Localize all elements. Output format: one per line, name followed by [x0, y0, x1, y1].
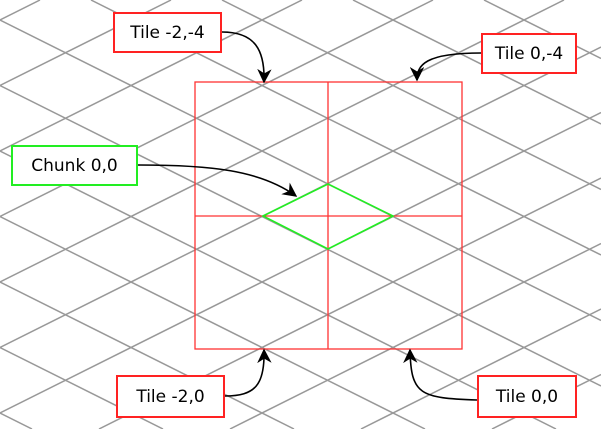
- grid-line: [229, 242, 601, 429]
- label-tile-m2-0: Tile -2,0: [116, 375, 225, 418]
- grid-line: [352, 0, 601, 125]
- arrow-chunk: [137, 164, 298, 197]
- grid-line: [483, 0, 601, 60]
- arrow-tile-m2-0: [224, 348, 272, 397]
- label-chunk-0-0: Chunk 0,0: [11, 145, 138, 186]
- grid-line: [0, 19, 601, 322]
- grid-line: [0, 412, 33, 429]
- grid-line: [0, 150, 557, 429]
- label-tile-0-m4: Tile 0,-4: [481, 33, 577, 74]
- label-tile-m2-m4: Tile -2,-4: [113, 12, 222, 53]
- arrow-tile-0-m4: [409, 52, 482, 82]
- label-tile-0-0: Tile 0,0: [477, 375, 577, 418]
- grid-line: [0, 0, 565, 283]
- grid-line: [0, 0, 303, 152]
- grid-line: [221, 0, 601, 191]
- tile-grid: [194, 81, 463, 350]
- grid-line: [0, 111, 601, 414]
- arrow-tile-m2-m4: [221, 31, 272, 84]
- grid-line: [0, 215, 426, 429]
- arrow-tile-0-0: [403, 348, 478, 401]
- chunk-diamond: [261, 183, 395, 250]
- grid-line: [0, 0, 41, 21]
- grid-line: [360, 308, 601, 429]
- grid-line: [0, 281, 295, 429]
